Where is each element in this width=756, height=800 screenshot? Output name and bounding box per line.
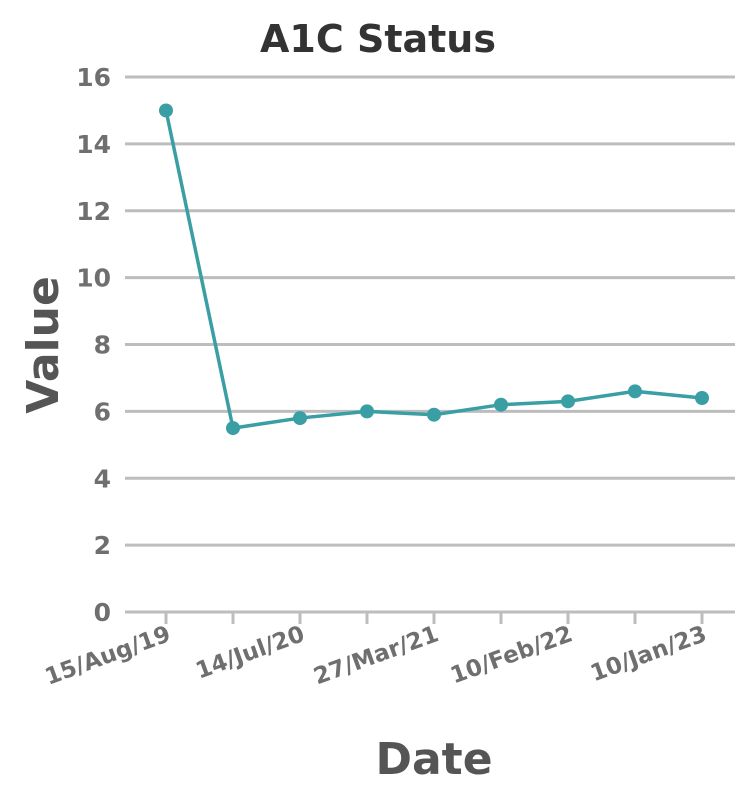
y-tick-label-8: 8 [94, 331, 111, 360]
data-point [226, 421, 240, 436]
x-tick-label: 27/Mar/21 [310, 621, 442, 690]
x-axis-ticks: 15/Aug/19 14/Jul/20 27/Mar/21 10/Feb/22 10/J… [42, 612, 710, 691]
data-point [159, 103, 173, 118]
grid-lines [125, 75, 735, 614]
x-tick-label: 10/Jan/23 [587, 621, 710, 687]
y-tick-label-14: 14 [76, 130, 111, 159]
x-axis-title: Date [375, 734, 492, 785]
data-point [561, 394, 575, 409]
y-axis-tick-labels: 0 2 4 6 8 10 12 14 16 [76, 63, 111, 627]
y-tick-label-12: 12 [76, 197, 111, 226]
y-tick-label-2: 2 [94, 531, 111, 560]
data-point [427, 407, 441, 422]
y-tick-label-10: 10 [76, 264, 111, 293]
y-tick-label-6: 6 [94, 397, 111, 426]
data-point [360, 404, 374, 419]
data-point [695, 391, 709, 405]
y-tick-label-0: 0 [94, 598, 111, 627]
y-axis-title: Value [18, 276, 69, 414]
y-tick-label-16: 16 [76, 63, 111, 92]
data-points [159, 103, 709, 436]
x-tick-label: 10/Feb/22 [447, 621, 576, 689]
data-point [628, 384, 642, 399]
data-point [293, 411, 307, 426]
x-tick-label: 15/Aug/19 [42, 621, 174, 690]
series-line [164, 110, 703, 431]
x-tick-label: 14/Jul/20 [192, 621, 308, 684]
data-point [494, 397, 508, 412]
y-tick-label-4: 4 [94, 464, 111, 493]
chart-title: A1C Status [260, 17, 496, 61]
